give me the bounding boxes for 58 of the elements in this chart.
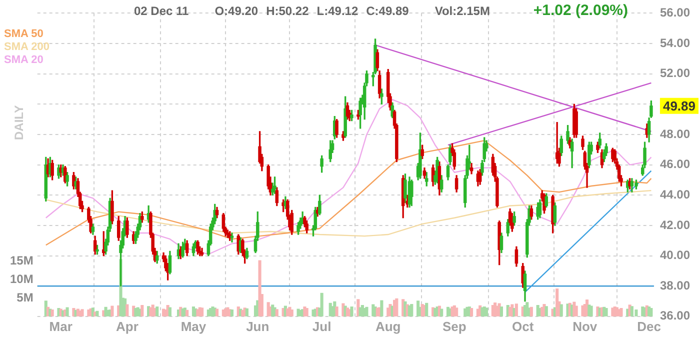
y-tick-label: 46.00 bbox=[660, 157, 690, 172]
x-tick-label: Sep bbox=[442, 318, 466, 334]
y2-tick-label: 15M bbox=[10, 254, 34, 268]
bar bbox=[484, 308, 488, 316]
bar bbox=[470, 308, 474, 316]
y-tick-label: 42.00 bbox=[660, 218, 690, 232]
bar bbox=[140, 305, 144, 316]
bar bbox=[410, 304, 414, 316]
y-tick-label: 44.00 bbox=[660, 187, 690, 202]
bar bbox=[425, 302, 428, 316]
bar bbox=[560, 304, 563, 316]
x-tick-label: Apr bbox=[116, 318, 138, 334]
annotation: +1.02 (2.09%) bbox=[533, 2, 628, 19]
bar bbox=[455, 308, 458, 316]
x-tick-label: Nov bbox=[572, 318, 598, 334]
bar bbox=[110, 306, 114, 316]
annotation: L:49.12 bbox=[316, 4, 358, 18]
text: SMA 20 bbox=[4, 54, 44, 67]
y2-tick-label: 10M bbox=[10, 272, 34, 286]
bar bbox=[290, 309, 294, 316]
annotation: C:49.89 bbox=[366, 4, 409, 18]
bar bbox=[320, 292, 324, 316]
annotation: Vol:2.15M bbox=[434, 4, 490, 18]
bar bbox=[544, 306, 548, 316]
x-tick-label: May bbox=[180, 318, 207, 334]
text: SMA 200 bbox=[4, 41, 50, 54]
annotation: O:49.20 bbox=[214, 4, 258, 18]
bar bbox=[215, 308, 219, 316]
bar bbox=[514, 304, 518, 316]
text: SMA 50 bbox=[4, 28, 44, 41]
x-tick-label: Aug bbox=[375, 318, 401, 334]
y-tick-label: 40.00 bbox=[660, 248, 690, 262]
bar bbox=[440, 308, 444, 316]
y-tick-label: 54.00 bbox=[660, 36, 690, 50]
bar bbox=[500, 306, 503, 316]
bar bbox=[350, 306, 354, 316]
y2-tick-label: 5M bbox=[16, 290, 34, 304]
x-tick-label: Mar bbox=[49, 318, 72, 334]
bar bbox=[126, 304, 129, 316]
y-tick-label: 56.00 bbox=[660, 6, 690, 20]
bar bbox=[380, 300, 384, 316]
bar bbox=[200, 308, 204, 316]
y-tick-label: 48.00 bbox=[660, 126, 690, 141]
x-tick-label: Jul bbox=[312, 318, 332, 334]
x-tick-label: Dec bbox=[637, 318, 661, 334]
bar bbox=[574, 306, 578, 316]
bar bbox=[634, 309, 638, 316]
x-tick-label: Oct bbox=[512, 318, 534, 334]
bar bbox=[335, 306, 338, 316]
y-tick-label: 36.00 bbox=[660, 308, 690, 323]
annotation: H:50.22 bbox=[266, 4, 309, 18]
y-tick-label: 52.00 bbox=[660, 66, 690, 80]
x-tick-label: Jun bbox=[246, 318, 270, 334]
annotation: 02 Dec 11 bbox=[134, 4, 189, 18]
bar bbox=[230, 309, 234, 316]
text: 49.89 bbox=[662, 98, 696, 114]
y-tick-label: 38.00 bbox=[660, 278, 690, 292]
bar bbox=[156, 306, 159, 316]
